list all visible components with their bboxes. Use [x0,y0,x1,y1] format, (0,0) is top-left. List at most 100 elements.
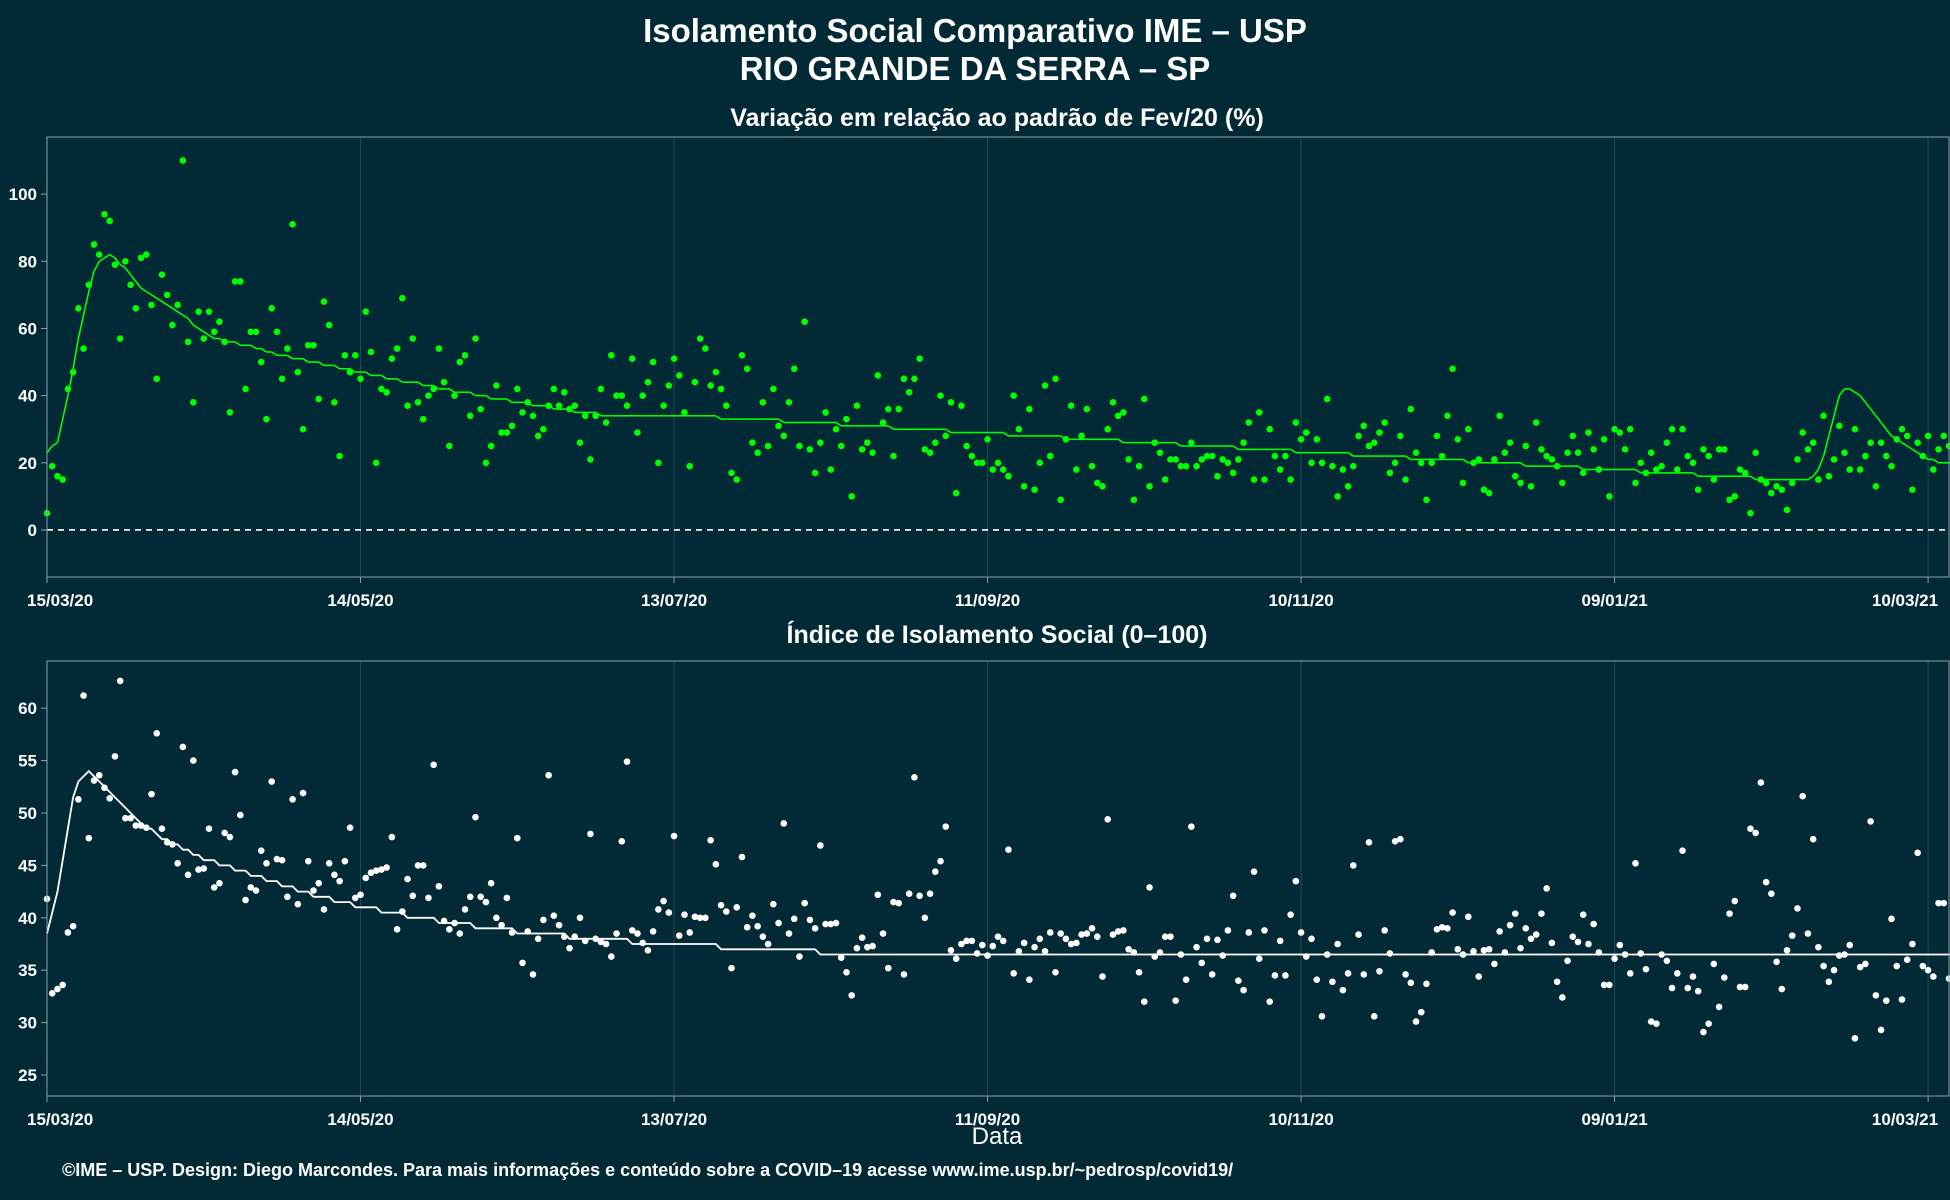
index-data-point [80,692,87,699]
variation-data-point [743,365,751,373]
variation-data-point [1851,425,1859,433]
variation-data-point [905,388,913,396]
variation-data-point [597,385,605,393]
index-data-point [999,937,1007,945]
index-data-point [263,860,270,867]
index-data-point [1459,951,1467,958]
index-data-point [1376,967,1383,975]
variation-data-point [1292,419,1300,426]
moving-average-segment [124,267,132,276]
index-data-point [1433,926,1441,933]
variation-data-point [602,419,610,426]
index-data-point [900,971,908,978]
variation-data-point [550,385,558,393]
variation-data-point [1491,456,1498,463]
moving-average-segment [469,391,476,397]
variation-data-point [1914,439,1921,446]
variation-data-point [681,409,688,416]
variation-data-point [1830,456,1838,463]
variation-data-point [111,261,119,268]
variation-data-point [1381,419,1388,426]
index-x-tick-label: 10/03/21 [1872,1110,1938,1129]
index-data-point [597,938,605,946]
moving-average-segment [61,395,69,420]
index-data-point [1135,969,1143,976]
moving-average-segment [208,334,215,340]
variation-data-point [984,435,991,443]
index-data-point [1694,987,1702,995]
variation-data-point [1689,459,1697,467]
index-data-point [1282,972,1289,979]
index-data-point [1402,971,1409,978]
moving-average-segment [485,394,492,400]
index-data-point [1067,940,1075,948]
index-data-point [237,811,244,819]
variation-data-point [1203,452,1211,460]
variation-data-point [1198,456,1206,463]
index-data-point [174,860,181,867]
index-data-point [895,899,903,907]
index-data-point [1856,963,1864,971]
variation-data-point [1224,459,1232,467]
index-data-point [837,954,845,961]
variation-data-point [848,493,855,500]
variation-data-point [513,385,521,393]
moving-average-segment [114,257,121,266]
index-data-point [665,909,673,916]
index-data-point [696,914,704,922]
variation-data-point [576,439,584,446]
index-data-point [1386,950,1394,957]
variation-data-point [879,419,887,426]
variation-data-point [59,476,66,483]
variation-data-point [1794,456,1801,463]
variation-data-point [1120,409,1127,416]
variation-data-point [304,341,312,349]
variation-data-point [1062,435,1070,443]
index-data-point [210,884,218,891]
variation-data-point [263,415,270,423]
index-data-point [1297,929,1305,936]
variation-data-point [1099,483,1106,490]
variation-data-point [775,422,782,430]
variation-data-point [1229,469,1237,477]
index-data-point [472,813,479,821]
variation-data-point [1752,449,1759,457]
index-data-point [1658,951,1665,958]
index-data-point [1062,935,1070,943]
index-data-point [440,917,448,925]
index-data-point [142,824,150,831]
variation-data-point [451,392,458,399]
index-data-point [728,964,735,972]
index-data-point [242,896,249,904]
variation-data-point [1721,446,1728,453]
x-axis-label: Data [972,1123,1023,1150]
variation-data-point [414,399,422,406]
variation-data-point [1261,476,1268,483]
variation-data-point [1475,456,1483,463]
variation-data-point [1935,446,1942,453]
moving-average-segment [1849,388,1856,393]
variation-data-point [1637,459,1645,467]
variation-data-point [1736,466,1744,473]
index-data-point [1705,1020,1712,1027]
index-y-tick-label: 60 [18,699,37,718]
variation-data-point [331,399,338,406]
index-data-point [1397,835,1404,843]
index-data-point [456,930,464,937]
index-data-point [1031,943,1038,951]
index-data-point [508,929,516,936]
moving-average-segment [135,280,142,289]
index-y-tick-label: 45 [18,856,37,875]
index-data-point [1632,860,1639,867]
variation-data-point [1898,425,1906,433]
index-data-point [921,914,929,922]
variation-panel: 15/03/20 14/05/20 13/07/20 11/09/20 10/11/20… [9,136,1950,610]
variation-data-point [1188,439,1195,446]
variation-data-point [1804,446,1812,453]
index-data-point [1747,825,1754,833]
variation-data-point [482,459,490,467]
bottom-panel-title: Índice de Isolamento Social (0–100) [787,620,1208,649]
variation-data-point [1109,399,1117,406]
variation-data-point [1579,469,1587,477]
